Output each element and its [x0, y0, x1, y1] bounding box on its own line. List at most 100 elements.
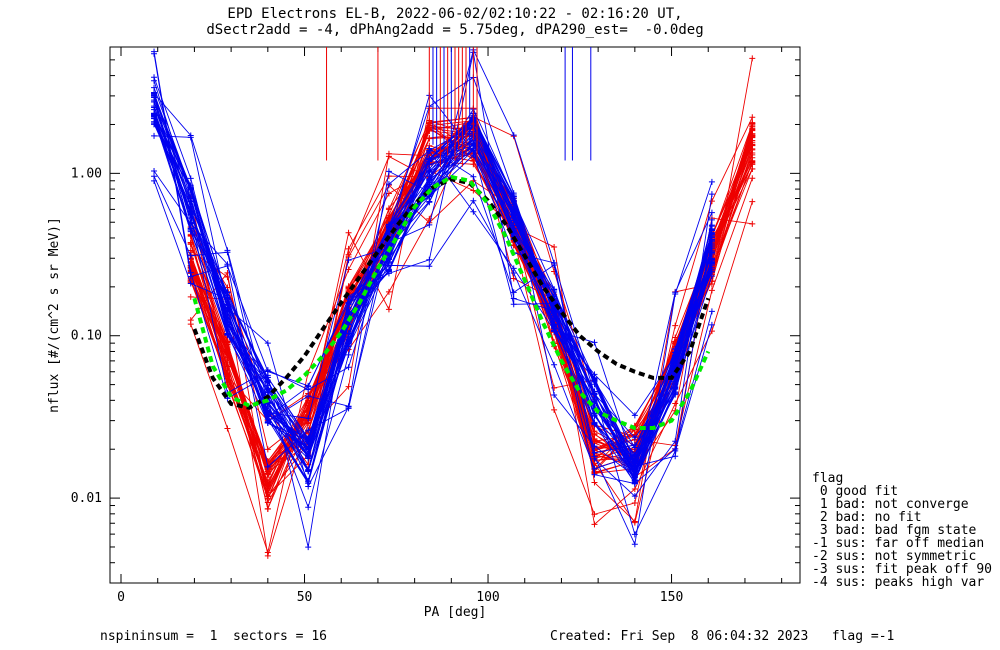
data-point — [264, 446, 271, 453]
data-point — [264, 552, 271, 559]
data-point — [631, 476, 638, 483]
chart-title-line2: dSectr2add = -4, dPhAng2add = 5.75deg, d… — [206, 22, 704, 38]
data-point — [385, 270, 392, 277]
data-point — [305, 483, 312, 490]
data-point — [672, 349, 679, 356]
data-point — [385, 222, 392, 229]
data-point — [470, 187, 477, 194]
data-point — [385, 205, 392, 212]
data-point — [426, 169, 433, 176]
data-point — [672, 447, 679, 454]
data-point — [264, 506, 271, 513]
x-axis-label: PA [deg] — [424, 605, 487, 620]
legend-item: 1 bad: not converge — [812, 497, 969, 512]
data-point — [264, 478, 271, 485]
data-point — [345, 405, 352, 412]
legend-item: -1 sus: far off median — [812, 536, 985, 551]
data-point — [708, 321, 715, 328]
data-point — [224, 348, 231, 355]
legend-item: -3 sus: fit peak off 90 — [812, 562, 993, 577]
data-point — [672, 383, 679, 390]
data-point — [672, 322, 679, 329]
data-point — [551, 384, 558, 391]
data-point — [510, 295, 517, 302]
data-point — [151, 132, 158, 139]
data-point — [631, 434, 638, 441]
legend-item: -2 sus: not symmetric — [812, 549, 977, 564]
data-point — [631, 471, 638, 478]
data-point — [345, 311, 352, 318]
data-point — [749, 198, 756, 205]
x-tick-label: 100 — [476, 590, 499, 605]
footer-right: Created: Fri Sep 8 06:04:32 2023 flag =-… — [550, 629, 895, 644]
data-point — [510, 301, 517, 308]
data-point — [224, 304, 231, 311]
data-point — [631, 458, 638, 465]
data-point — [426, 155, 433, 162]
data-point — [187, 228, 194, 235]
data-point — [470, 173, 477, 180]
data-point — [385, 306, 392, 313]
data-point — [749, 141, 756, 148]
legend-item: 0 good fit — [812, 484, 899, 499]
data-point — [510, 211, 517, 218]
data-point — [305, 504, 312, 511]
data-point — [749, 175, 756, 182]
data-point — [385, 153, 392, 160]
data-point — [151, 98, 158, 105]
fit-curve-black — [192, 177, 711, 410]
data-point — [345, 257, 352, 264]
data-point — [385, 288, 392, 295]
data-point — [187, 239, 194, 246]
data-point — [631, 541, 638, 548]
data-point — [708, 178, 715, 185]
data-point — [708, 245, 715, 252]
data-point — [749, 158, 756, 165]
data-point — [426, 221, 433, 228]
data-point — [470, 152, 477, 159]
data-point — [305, 393, 312, 400]
data-point — [591, 443, 598, 450]
data-point — [631, 444, 638, 451]
data-point — [224, 288, 231, 295]
x-tick-label: 150 — [660, 590, 683, 605]
legend: flag 0 good fit 1 bad: not converge 2 ba… — [812, 472, 992, 589]
data-point — [426, 263, 433, 270]
data-point — [187, 252, 194, 259]
data-point — [591, 471, 598, 478]
data-point — [426, 135, 433, 142]
data-point — [749, 114, 756, 121]
data-point — [708, 216, 715, 223]
data-point — [551, 361, 558, 368]
spectrum-line-blue — [153, 113, 713, 485]
data-point — [510, 132, 517, 139]
data-point — [305, 443, 312, 450]
data-point — [151, 92, 158, 99]
data-point — [385, 260, 392, 267]
data-point — [224, 249, 231, 256]
data-point — [591, 430, 598, 437]
data-point — [151, 48, 158, 55]
data-point — [470, 208, 477, 215]
data-point — [591, 521, 598, 528]
data-point — [708, 191, 715, 198]
data-point — [426, 179, 433, 186]
data-point — [510, 242, 517, 249]
spectrum-line-blue — [153, 112, 713, 484]
data-point — [672, 362, 679, 369]
data-layer — [151, 47, 756, 559]
data-point — [551, 406, 558, 413]
data-point — [345, 229, 352, 236]
data-point — [551, 392, 558, 399]
data-point — [708, 198, 715, 205]
data-point — [426, 161, 433, 168]
data-point — [426, 147, 433, 154]
data-point — [187, 185, 194, 192]
data-point — [551, 260, 558, 267]
data-point — [345, 336, 352, 343]
data-point — [749, 55, 756, 62]
data-point — [672, 400, 679, 407]
data-point — [264, 340, 271, 347]
data-point — [631, 486, 638, 493]
x-tick-label: 50 — [297, 590, 313, 605]
